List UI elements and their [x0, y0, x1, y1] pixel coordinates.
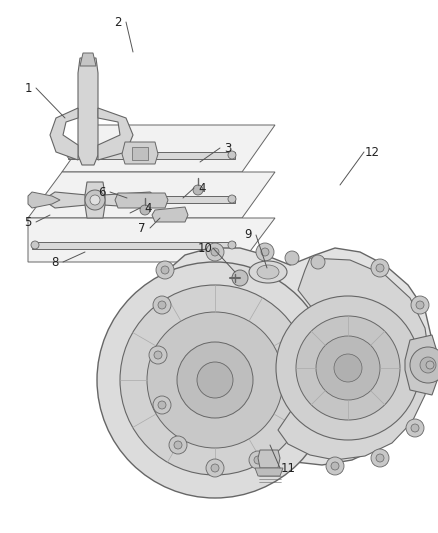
Circle shape [331, 462, 339, 470]
Circle shape [416, 301, 424, 309]
Circle shape [421, 356, 438, 374]
Circle shape [197, 362, 233, 398]
Circle shape [206, 459, 224, 477]
Circle shape [406, 419, 424, 437]
Polygon shape [115, 193, 168, 208]
Polygon shape [152, 248, 432, 465]
Circle shape [376, 454, 384, 462]
Circle shape [249, 451, 267, 469]
Circle shape [154, 351, 162, 359]
Circle shape [31, 241, 39, 249]
Circle shape [177, 342, 253, 418]
Polygon shape [278, 258, 430, 460]
Polygon shape [103, 192, 160, 208]
Polygon shape [122, 142, 158, 164]
Circle shape [206, 243, 224, 261]
Text: 5: 5 [25, 215, 32, 229]
Circle shape [311, 255, 325, 269]
Polygon shape [50, 108, 78, 160]
Polygon shape [28, 192, 60, 208]
Circle shape [147, 312, 283, 448]
Polygon shape [32, 196, 235, 203]
Circle shape [31, 195, 39, 203]
Circle shape [153, 296, 171, 314]
Ellipse shape [257, 265, 279, 279]
Circle shape [211, 248, 219, 256]
Circle shape [90, 195, 100, 205]
Circle shape [153, 396, 171, 414]
Polygon shape [68, 152, 235, 159]
Circle shape [140, 205, 150, 215]
Circle shape [371, 449, 389, 467]
Polygon shape [152, 207, 188, 222]
Circle shape [285, 251, 299, 265]
Polygon shape [405, 335, 438, 395]
Text: 10: 10 [198, 241, 212, 254]
Circle shape [296, 316, 400, 420]
Text: 12: 12 [364, 146, 379, 158]
Polygon shape [80, 53, 96, 66]
Circle shape [85, 190, 105, 210]
Circle shape [149, 346, 167, 364]
Circle shape [420, 357, 436, 373]
Circle shape [228, 195, 236, 203]
Circle shape [158, 401, 166, 409]
Text: 2: 2 [114, 15, 122, 28]
Circle shape [156, 261, 174, 279]
Polygon shape [78, 58, 98, 165]
Text: 4: 4 [198, 182, 206, 195]
Circle shape [411, 296, 429, 314]
Circle shape [410, 347, 438, 383]
Circle shape [158, 301, 166, 309]
Text: 9: 9 [244, 229, 252, 241]
Circle shape [411, 424, 419, 432]
Circle shape [120, 285, 310, 475]
Circle shape [261, 248, 269, 256]
Text: 3: 3 [224, 141, 232, 155]
Circle shape [326, 457, 344, 475]
Text: 7: 7 [138, 222, 146, 235]
Circle shape [161, 266, 169, 274]
Circle shape [254, 456, 262, 464]
Text: 1: 1 [24, 82, 32, 94]
Circle shape [371, 259, 389, 277]
Polygon shape [32, 242, 235, 249]
Circle shape [334, 354, 362, 382]
Circle shape [211, 464, 219, 472]
Circle shape [193, 185, 203, 195]
Text: 6: 6 [98, 185, 106, 198]
Circle shape [232, 270, 248, 286]
Circle shape [67, 151, 75, 159]
Circle shape [256, 243, 274, 261]
Circle shape [316, 336, 380, 400]
Text: 8: 8 [51, 255, 59, 269]
Polygon shape [85, 182, 105, 218]
Text: 4: 4 [144, 201, 152, 214]
Polygon shape [258, 450, 280, 468]
Circle shape [228, 241, 236, 249]
Polygon shape [43, 192, 87, 208]
Circle shape [228, 151, 236, 159]
Circle shape [376, 264, 384, 272]
Circle shape [276, 296, 420, 440]
Polygon shape [132, 147, 148, 160]
Ellipse shape [249, 261, 287, 283]
Circle shape [174, 441, 182, 449]
Circle shape [97, 262, 333, 498]
Polygon shape [62, 125, 275, 172]
Polygon shape [28, 218, 275, 262]
Circle shape [426, 361, 434, 369]
Text: 11: 11 [280, 462, 296, 474]
Polygon shape [255, 468, 283, 476]
Circle shape [253, 263, 267, 277]
Polygon shape [98, 108, 133, 160]
Polygon shape [28, 172, 275, 218]
Circle shape [169, 436, 187, 454]
